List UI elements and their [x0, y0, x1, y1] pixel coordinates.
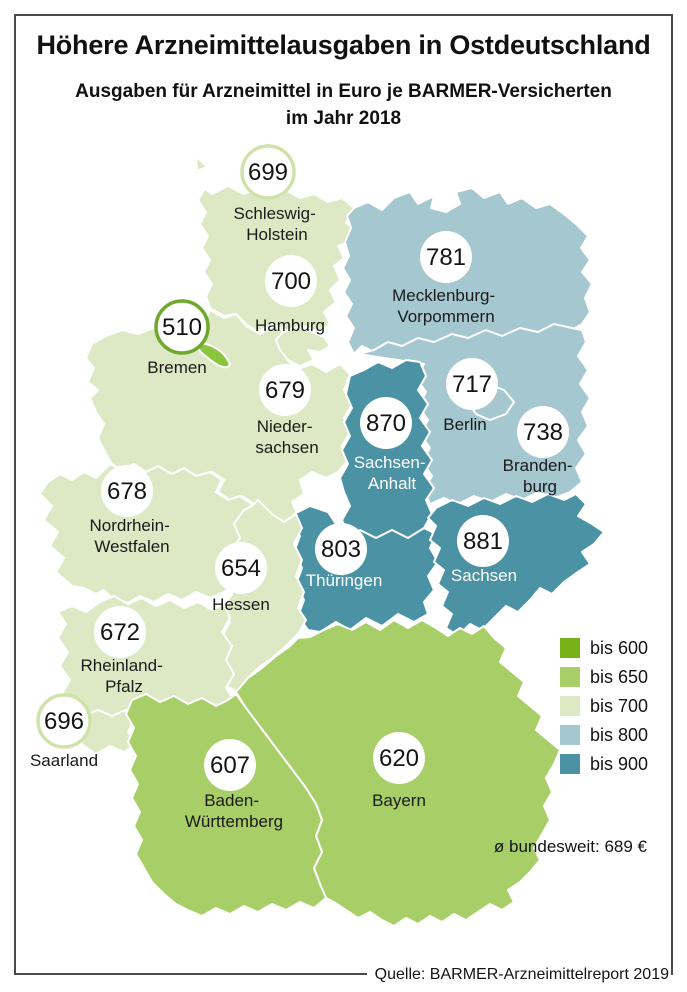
value-bubble-hessen: 654: [215, 542, 267, 594]
bubble-circle-bayern: [373, 732, 425, 784]
value-bubbles: 699 700 510 781 679 717: [36, 144, 569, 791]
legend-label-bis-900: bis 900: [590, 754, 648, 774]
value-bubble-brandenburg: 738: [517, 406, 569, 458]
bubble-circle-rheinland-pfalz: [94, 606, 146, 658]
bubble-value-hamburg: 700: [271, 268, 311, 295]
national-average-note: ø bundesweit: 689 €: [493, 837, 647, 856]
bubble-value-bayern: 620: [379, 745, 419, 772]
state-label-hamburg: Hamburg: [255, 316, 325, 335]
bubble-value-sachsen-anhalt: 870: [366, 410, 406, 437]
value-bubble-thueringen: 803: [315, 523, 367, 575]
state-label-brandenburg: Branden- burg: [503, 456, 578, 496]
state-label-mecklenburg-vorpommern: Mecklenburg- Vorpommern: [392, 286, 500, 326]
subtitle: Ausgaben für Arzneimittel in Euro je BAR…: [0, 78, 687, 132]
legend: bis 600 bis 650 bis 700 bis 800 bis 900: [560, 638, 648, 774]
bubble-circle-mecklenburg-vorpommern: [420, 231, 472, 283]
bubble-circle-niedersachsen: [259, 364, 311, 416]
bubble-circle-brandenburg: [517, 406, 569, 458]
bubble-value-brandenburg: 738: [523, 419, 563, 446]
bubble-value-schleswig-holstein: 699: [248, 159, 288, 186]
value-bubble-niedersachsen: 679: [259, 364, 311, 416]
value-bubble-rheinland-pfalz: 672: [94, 606, 146, 658]
bubble-circle-schleswig-holstein: [240, 144, 296, 200]
legend-swatch-bis-800: [560, 725, 580, 745]
value-bubble-hamburg: 700: [265, 255, 317, 307]
bubble-value-bremen: 510: [162, 314, 202, 341]
state-hamburg: [275, 326, 331, 367]
value-bubble-saarland: 696: [36, 693, 92, 749]
bubble-circle-hessen: [215, 542, 267, 594]
value-bubble-schleswig-holstein: 699: [240, 144, 296, 200]
state-label-thueringen: Thüringen: [306, 571, 383, 590]
state-label-niedersachsen: Nieder- sachsen: [255, 417, 318, 457]
bubble-value-niedersachsen: 679: [265, 377, 305, 404]
source-line: Quelle: BARMER-Arzneimittelreport 2019: [366, 966, 671, 984]
bubble-circle-bremen: [154, 299, 210, 355]
state-label-berlin: Berlin: [443, 415, 486, 434]
border-frame: [14, 14, 673, 975]
bubble-value-berlin: 717: [452, 371, 492, 398]
legend-swatch-bis-600: [560, 638, 580, 658]
legend-label-bis-800: bis 800: [590, 725, 648, 745]
bremen-pointer: [195, 341, 231, 369]
state-label-bremen: Bremen: [147, 358, 207, 377]
state-label-schleswig-holstein: Schleswig- Holstein: [234, 204, 321, 244]
legend-swatch-bis-700: [560, 696, 580, 716]
bubble-circle-baden-wuerttemberg: [204, 739, 256, 791]
bubble-value-rheinland-pfalz: 672: [100, 619, 140, 646]
value-bubble-bayern: 620: [373, 732, 425, 784]
value-bubble-sachsen-anhalt: 870: [360, 397, 412, 449]
value-bubble-bremen: 510: [154, 299, 210, 355]
state-nordrhein-westfalen: [39, 463, 253, 605]
legend-label-bis-600: bis 600: [590, 638, 648, 658]
subtitle-line-1: Ausgaben für Arzneimittel in Euro je BAR…: [75, 81, 612, 102]
bubble-value-nordrhein-westfalen: 678: [107, 478, 147, 505]
state-label-baden-wuerttemberg: Baden- Württemberg: [185, 791, 283, 831]
bubble-value-hessen: 654: [221, 555, 261, 582]
state-label-saarland: Saarland: [30, 751, 98, 770]
state-labels: Schleswig- Holstein Hamburg Bremen Meckl…: [30, 204, 578, 831]
state-shapes: [39, 155, 605, 927]
value-bubble-nordrhein-westfalen: 678: [101, 465, 153, 517]
bubble-value-saarland: 696: [44, 708, 84, 735]
bubble-circle-saarland: [36, 693, 92, 749]
bubble-circle-berlin: [446, 358, 498, 410]
bubble-circle-hamburg: [265, 255, 317, 307]
bubble-value-baden-wuerttemberg: 607: [210, 752, 250, 779]
value-bubble-berlin: 717: [446, 358, 498, 410]
bubble-value-mecklenburg-vorpommern: 781: [426, 244, 466, 271]
state-label-rheinland-pfalz: Rheinland- Pfalz: [81, 656, 168, 696]
bubble-value-sachsen: 881: [463, 528, 503, 555]
legend-label-bis-700: bis 700: [590, 696, 648, 716]
state-sachsen: [427, 493, 605, 637]
bubble-circle-sachsen: [457, 515, 509, 567]
state-label-sachsen: Sachsen: [451, 566, 517, 585]
legend-label-bis-650: bis 650: [590, 667, 648, 687]
bubble-circle-sachsen-anhalt: [360, 397, 412, 449]
value-bubble-sachsen: 881: [457, 515, 509, 567]
state-label-nordrhein-westfalen: Nordrhein- Westfalen: [89, 516, 174, 556]
bubble-value-thueringen: 803: [321, 536, 361, 563]
state-label-sachsen-anhalt: Sachsen- Anhalt: [354, 453, 431, 493]
value-bubble-baden-wuerttemberg: 607: [204, 739, 256, 791]
value-bubble-mecklenburg-vorpommern: 781: [420, 231, 472, 283]
legend-swatch-bis-900: [560, 754, 580, 774]
bubble-circle-nordrhein-westfalen: [101, 465, 153, 517]
subtitle-line-2: im Jahr 2018: [285, 108, 402, 129]
state-label-bayern: Bayern: [372, 791, 426, 810]
bubble-circle-thueringen: [315, 523, 367, 575]
state-baden-wuerttemberg: [125, 693, 327, 917]
state-label-hessen: Hessen: [212, 595, 270, 614]
legend-swatch-bis-650: [560, 667, 580, 687]
page-title: Höhere Arzneimittelausgaben in Ostdeutsc…: [36, 30, 651, 60]
